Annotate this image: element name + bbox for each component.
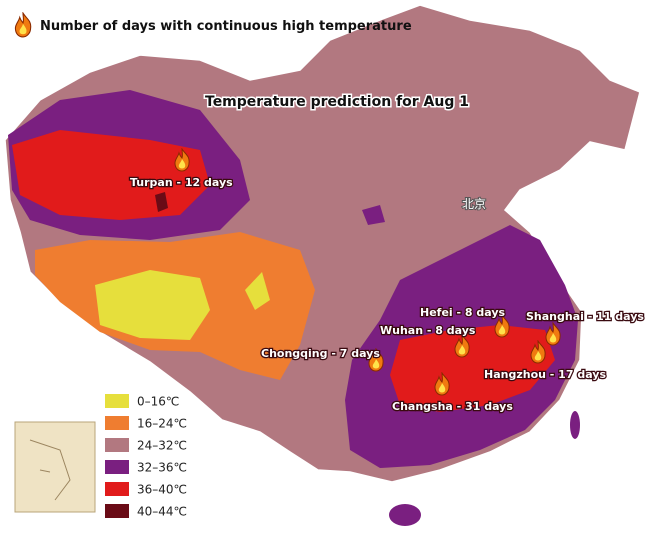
region (95, 270, 210, 340)
region (390, 325, 555, 412)
legend-label: 16–24℃ (137, 417, 187, 431)
legend-swatch (105, 482, 129, 496)
legend-label: 24–32℃ (137, 439, 187, 453)
region (245, 272, 270, 310)
temperature-legend: 0–16℃ 16–24℃ 24–32℃ 32–36℃ 36–40℃ 40–44℃ (105, 394, 187, 519)
city-label: Turpan - 12 days (130, 176, 233, 189)
city-label: Hefei - 8 days (420, 306, 506, 319)
legend-title: Number of days with continuous high temp… (40, 19, 412, 34)
legend-swatch (105, 416, 129, 430)
city-label: Wuhan - 8 days (380, 324, 476, 337)
legend-swatch (105, 438, 129, 452)
legend-label: 36–40℃ (137, 483, 187, 497)
inset-islands (29, 439, 71, 501)
legend-swatch (105, 460, 129, 474)
legend-label: 32–36℃ (137, 461, 187, 475)
legend-swatch (105, 394, 129, 408)
legend-label: 0–16℃ (137, 395, 179, 409)
city-label: Hangzhou - 17 days (484, 368, 606, 381)
region (155, 192, 168, 212)
city-label: Changsha - 31 days (392, 400, 513, 413)
region (362, 205, 385, 225)
map-title: Temperature prediction for Aug 1 (205, 94, 469, 110)
inset-map (14, 421, 96, 513)
island (570, 411, 580, 439)
fire-icon (14, 12, 32, 38)
city-label: Shanghai - 11 days (526, 310, 644, 323)
capital-label: 北京 (462, 197, 486, 211)
city-label: Chongqing - 7 days (261, 347, 380, 360)
legend-label: 40–44℃ (137, 505, 187, 519)
legend-swatch (105, 504, 129, 518)
island (389, 504, 421, 526)
